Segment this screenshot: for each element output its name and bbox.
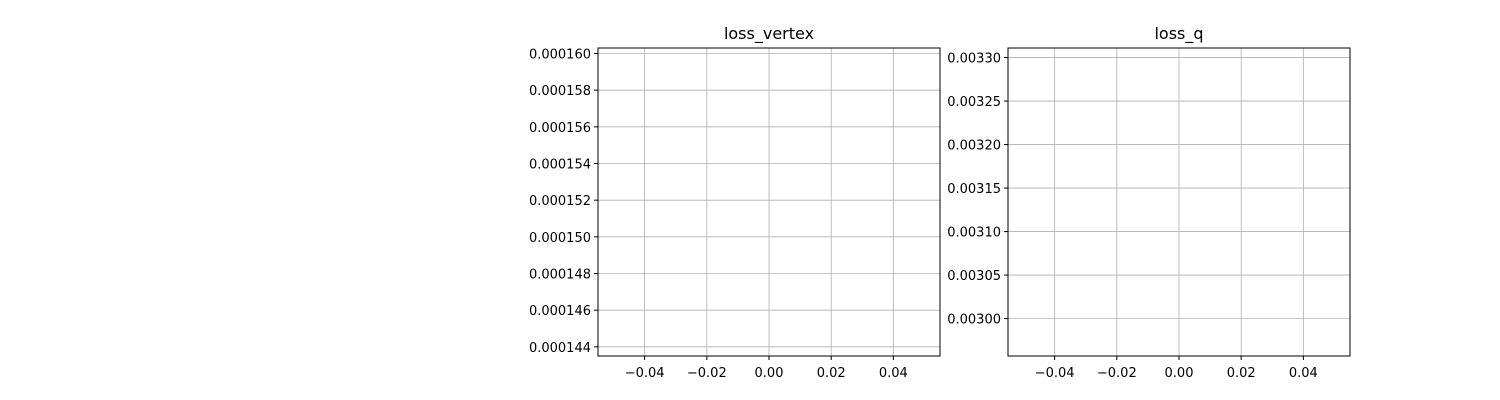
- chart-panel-loss-vertex: −0.04 −0.02 0.00 0.02 0.04 0.000144 0.000146 0.…: [529, 24, 941, 381]
- x-tick-label: 0.02: [1227, 366, 1256, 381]
- chart-title: loss_q: [1154, 24, 1203, 44]
- y-tick-label: 0.00330: [947, 52, 1001, 67]
- y-tick-label: 0.00300: [947, 313, 1001, 328]
- y-tick-label: 0.000150: [529, 231, 591, 246]
- y-tick-label: 0.00320: [947, 139, 1001, 154]
- x-tick-label: 0.00: [755, 366, 784, 381]
- y-tick-label: 0.00305: [947, 269, 1001, 284]
- y-tick-label: 0.000146: [529, 304, 591, 319]
- y-tick-label: 0.00315: [947, 182, 1001, 197]
- x-tick-label: 0.04: [1289, 366, 1318, 381]
- x-tick-label: −0.02: [687, 366, 727, 381]
- y-tick-label: 0.000148: [529, 268, 591, 283]
- x-tick-label: −0.02: [1097, 366, 1137, 381]
- y-tick-label: 0.000160: [529, 48, 591, 63]
- x-tick-label: −0.04: [1035, 366, 1075, 381]
- chart-panel-loss-q: −0.04 −0.02 0.00 0.02 0.04 0.00300 0.00305 0.00…: [947, 24, 1351, 381]
- y-tick-label: 0.00325: [947, 95, 1001, 110]
- y-tick-label: 0.000156: [529, 121, 591, 136]
- y-tick-label: 0.000158: [529, 84, 591, 99]
- chart-title: loss_vertex: [724, 24, 814, 44]
- y-tick-label: 0.00310: [947, 226, 1001, 241]
- y-tick-label: 0.000152: [529, 194, 591, 209]
- y-tick-label: 0.000154: [529, 158, 591, 173]
- x-tick-label: 0.00: [1165, 366, 1194, 381]
- y-tick-label: 0.000144: [529, 341, 591, 356]
- x-tick-label: −0.04: [625, 366, 665, 381]
- x-tick-label: 0.02: [817, 366, 846, 381]
- x-tick-label: 0.04: [879, 366, 908, 381]
